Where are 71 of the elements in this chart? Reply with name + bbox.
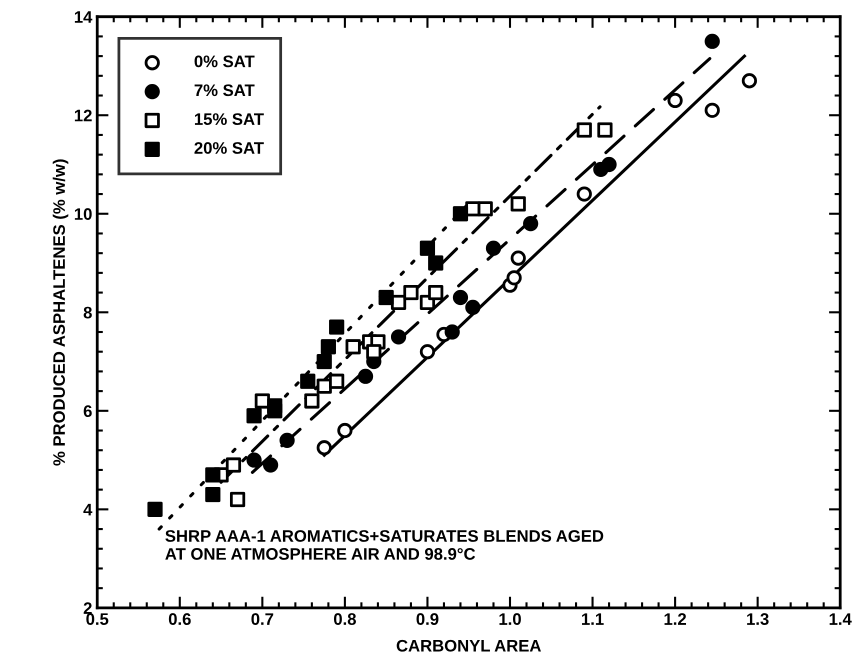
point xyxy=(576,186,592,202)
y-tick-label: 6 xyxy=(84,405,92,418)
point xyxy=(704,102,720,118)
point xyxy=(316,378,332,394)
point xyxy=(300,374,316,389)
point xyxy=(358,368,374,384)
legend-label: 15% SAT xyxy=(194,113,264,126)
point xyxy=(523,216,538,232)
point xyxy=(452,290,468,306)
y-tick-label: 2 xyxy=(84,602,92,614)
point xyxy=(510,250,526,266)
point xyxy=(403,284,419,300)
annotation: SHRP AAA-1 AROMATICS+SATURATES BLENDS AGED AT ONE ATMOSPHERE AIR AND 98.9°C xyxy=(165,530,604,560)
point xyxy=(263,457,278,473)
point xyxy=(226,457,242,473)
point xyxy=(320,339,336,354)
point xyxy=(329,374,344,389)
point xyxy=(205,467,220,482)
point xyxy=(478,201,493,216)
point xyxy=(510,196,526,212)
point xyxy=(420,240,436,256)
point xyxy=(246,408,262,424)
x-tick-label: 1.2 xyxy=(664,613,686,625)
point xyxy=(465,300,480,315)
x-tick-label: 0.6 xyxy=(168,613,191,625)
point xyxy=(420,344,436,360)
x-tick-label: 1.0 xyxy=(499,613,521,625)
point xyxy=(597,122,613,138)
point xyxy=(366,344,382,360)
point xyxy=(428,284,444,300)
legend-label: 20% SAT xyxy=(194,142,264,154)
y-tick-label: 4 xyxy=(83,504,92,516)
point xyxy=(147,502,163,517)
point xyxy=(230,492,246,508)
point xyxy=(280,432,295,448)
point xyxy=(337,422,352,438)
point xyxy=(668,92,683,108)
point xyxy=(378,290,394,306)
x-tick-label: 0.9 xyxy=(416,613,438,625)
point xyxy=(704,34,720,49)
x-tick-label: 0.5 xyxy=(86,613,108,625)
x-tick-label: 0.7 xyxy=(251,613,274,625)
x-tick-label: 1.1 xyxy=(582,613,604,625)
point xyxy=(444,324,460,340)
legend-label: 0% SAT xyxy=(194,55,255,68)
point xyxy=(205,486,220,502)
point xyxy=(246,452,262,468)
y-tick-label: 14 xyxy=(74,11,92,23)
x-axis-title: CARBONYL AREA xyxy=(396,640,541,652)
x-tick-label: 1.4 xyxy=(830,613,852,625)
point xyxy=(486,240,502,256)
point xyxy=(316,354,332,370)
point xyxy=(329,319,344,335)
x-tick-label: 1.3 xyxy=(747,613,769,626)
y-tick-label: 10 xyxy=(74,208,92,220)
point xyxy=(267,403,282,418)
x-tick-label: 0.8 xyxy=(334,613,356,625)
point xyxy=(428,255,444,271)
point xyxy=(316,440,332,456)
point xyxy=(601,156,617,172)
y-tick-label: 8 xyxy=(84,306,92,318)
point xyxy=(506,270,522,286)
y-tick-label: 12 xyxy=(74,110,92,122)
point xyxy=(390,329,406,345)
y-axis-title: % PRODUCED ASPHALTENES (% w/w) xyxy=(52,159,68,466)
point xyxy=(452,206,468,222)
point xyxy=(576,122,592,138)
point xyxy=(346,339,361,354)
point xyxy=(742,73,757,88)
point xyxy=(304,393,320,409)
legend-label: 7% SAT xyxy=(194,84,255,96)
